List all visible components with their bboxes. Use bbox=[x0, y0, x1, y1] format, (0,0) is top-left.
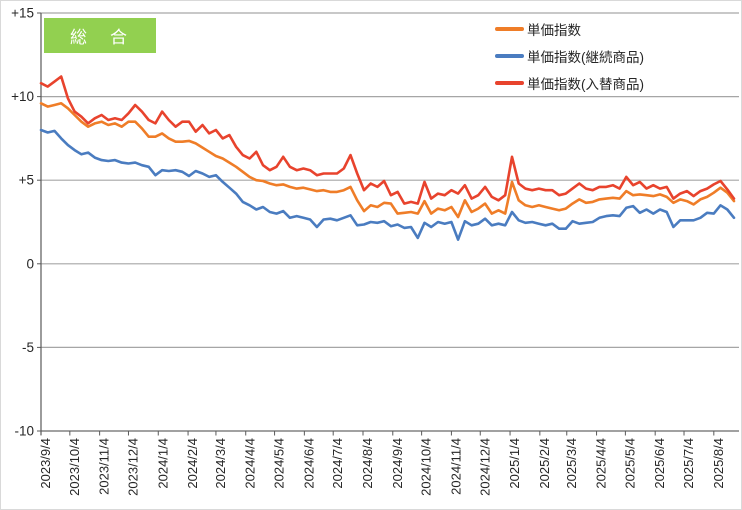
y-axis-label: +15 bbox=[11, 6, 34, 21]
x-axis-label: 2023/11/4 bbox=[97, 438, 112, 495]
x-axis-label: 2025/7/4 bbox=[681, 438, 696, 489]
series-line-2 bbox=[39, 75, 736, 205]
x-axis-label: 2024/3/4 bbox=[213, 438, 228, 489]
legend-item: 単価指数(入替商品) bbox=[495, 69, 644, 96]
x-axis-label: 2025/3/4 bbox=[564, 438, 579, 489]
y-axis-label: +5 bbox=[19, 173, 34, 188]
y-axis-label: +10 bbox=[11, 89, 34, 104]
x-axis-label: 2025/4/4 bbox=[594, 438, 609, 489]
legend-swatch-red bbox=[495, 80, 524, 85]
x-axis-label: 2023/10/4 bbox=[67, 438, 82, 496]
x-axis-label: 2025/8/4 bbox=[711, 438, 726, 489]
x-axis-label: 2025/1/4 bbox=[507, 438, 522, 489]
category-badge: 総 合 bbox=[44, 18, 156, 53]
x-axis-label: 2024/5/4 bbox=[272, 438, 287, 489]
category-badge-label: 総 合 bbox=[70, 28, 130, 47]
legend-item: 単価指数 bbox=[495, 15, 644, 42]
x-axis-label: 2024/12/4 bbox=[477, 438, 492, 496]
legend-label: 単価指数(入替商品) bbox=[527, 76, 644, 92]
legend: 単価指数 単価指数(継続商品) 単価指数(入替商品) bbox=[495, 15, 644, 96]
x-axis-label: 2024/8/4 bbox=[360, 438, 375, 489]
series-line-1 bbox=[39, 128, 736, 241]
x-axis-label: 2023/9/4 bbox=[38, 438, 53, 489]
x-axis-label: 2024/1/4 bbox=[155, 438, 170, 489]
x-axis-label: 2024/10/4 bbox=[419, 438, 434, 496]
y-axis-label: -10 bbox=[14, 424, 34, 439]
legend-swatch-blue bbox=[495, 53, 524, 58]
x-axis-label: 2024/7/4 bbox=[330, 438, 345, 489]
legend-swatch-orange bbox=[495, 26, 524, 31]
x-axis-label: 2024/4/4 bbox=[243, 438, 258, 489]
y-axis-label: -5 bbox=[22, 340, 34, 355]
x-axis-label: 2023/12/4 bbox=[125, 438, 140, 496]
x-axis-label: 2024/9/4 bbox=[390, 438, 405, 489]
series-line-0 bbox=[39, 102, 736, 219]
legend-label: 単価指数(継続商品) bbox=[527, 49, 644, 65]
legend-item: 単価指数(継続商品) bbox=[495, 42, 644, 69]
x-axis-label: 2024/6/4 bbox=[301, 438, 316, 489]
x-axis-label: 2024/11/4 bbox=[448, 438, 463, 495]
x-axis-label: 2025/6/4 bbox=[652, 438, 667, 489]
y-axis-label: 0 bbox=[26, 256, 34, 271]
x-axis-label: 2025/2/4 bbox=[537, 438, 552, 489]
x-axis-label: 2025/5/4 bbox=[622, 438, 637, 489]
legend-label: 単価指数 bbox=[527, 22, 581, 38]
x-axis-label: 2024/2/4 bbox=[185, 438, 200, 489]
